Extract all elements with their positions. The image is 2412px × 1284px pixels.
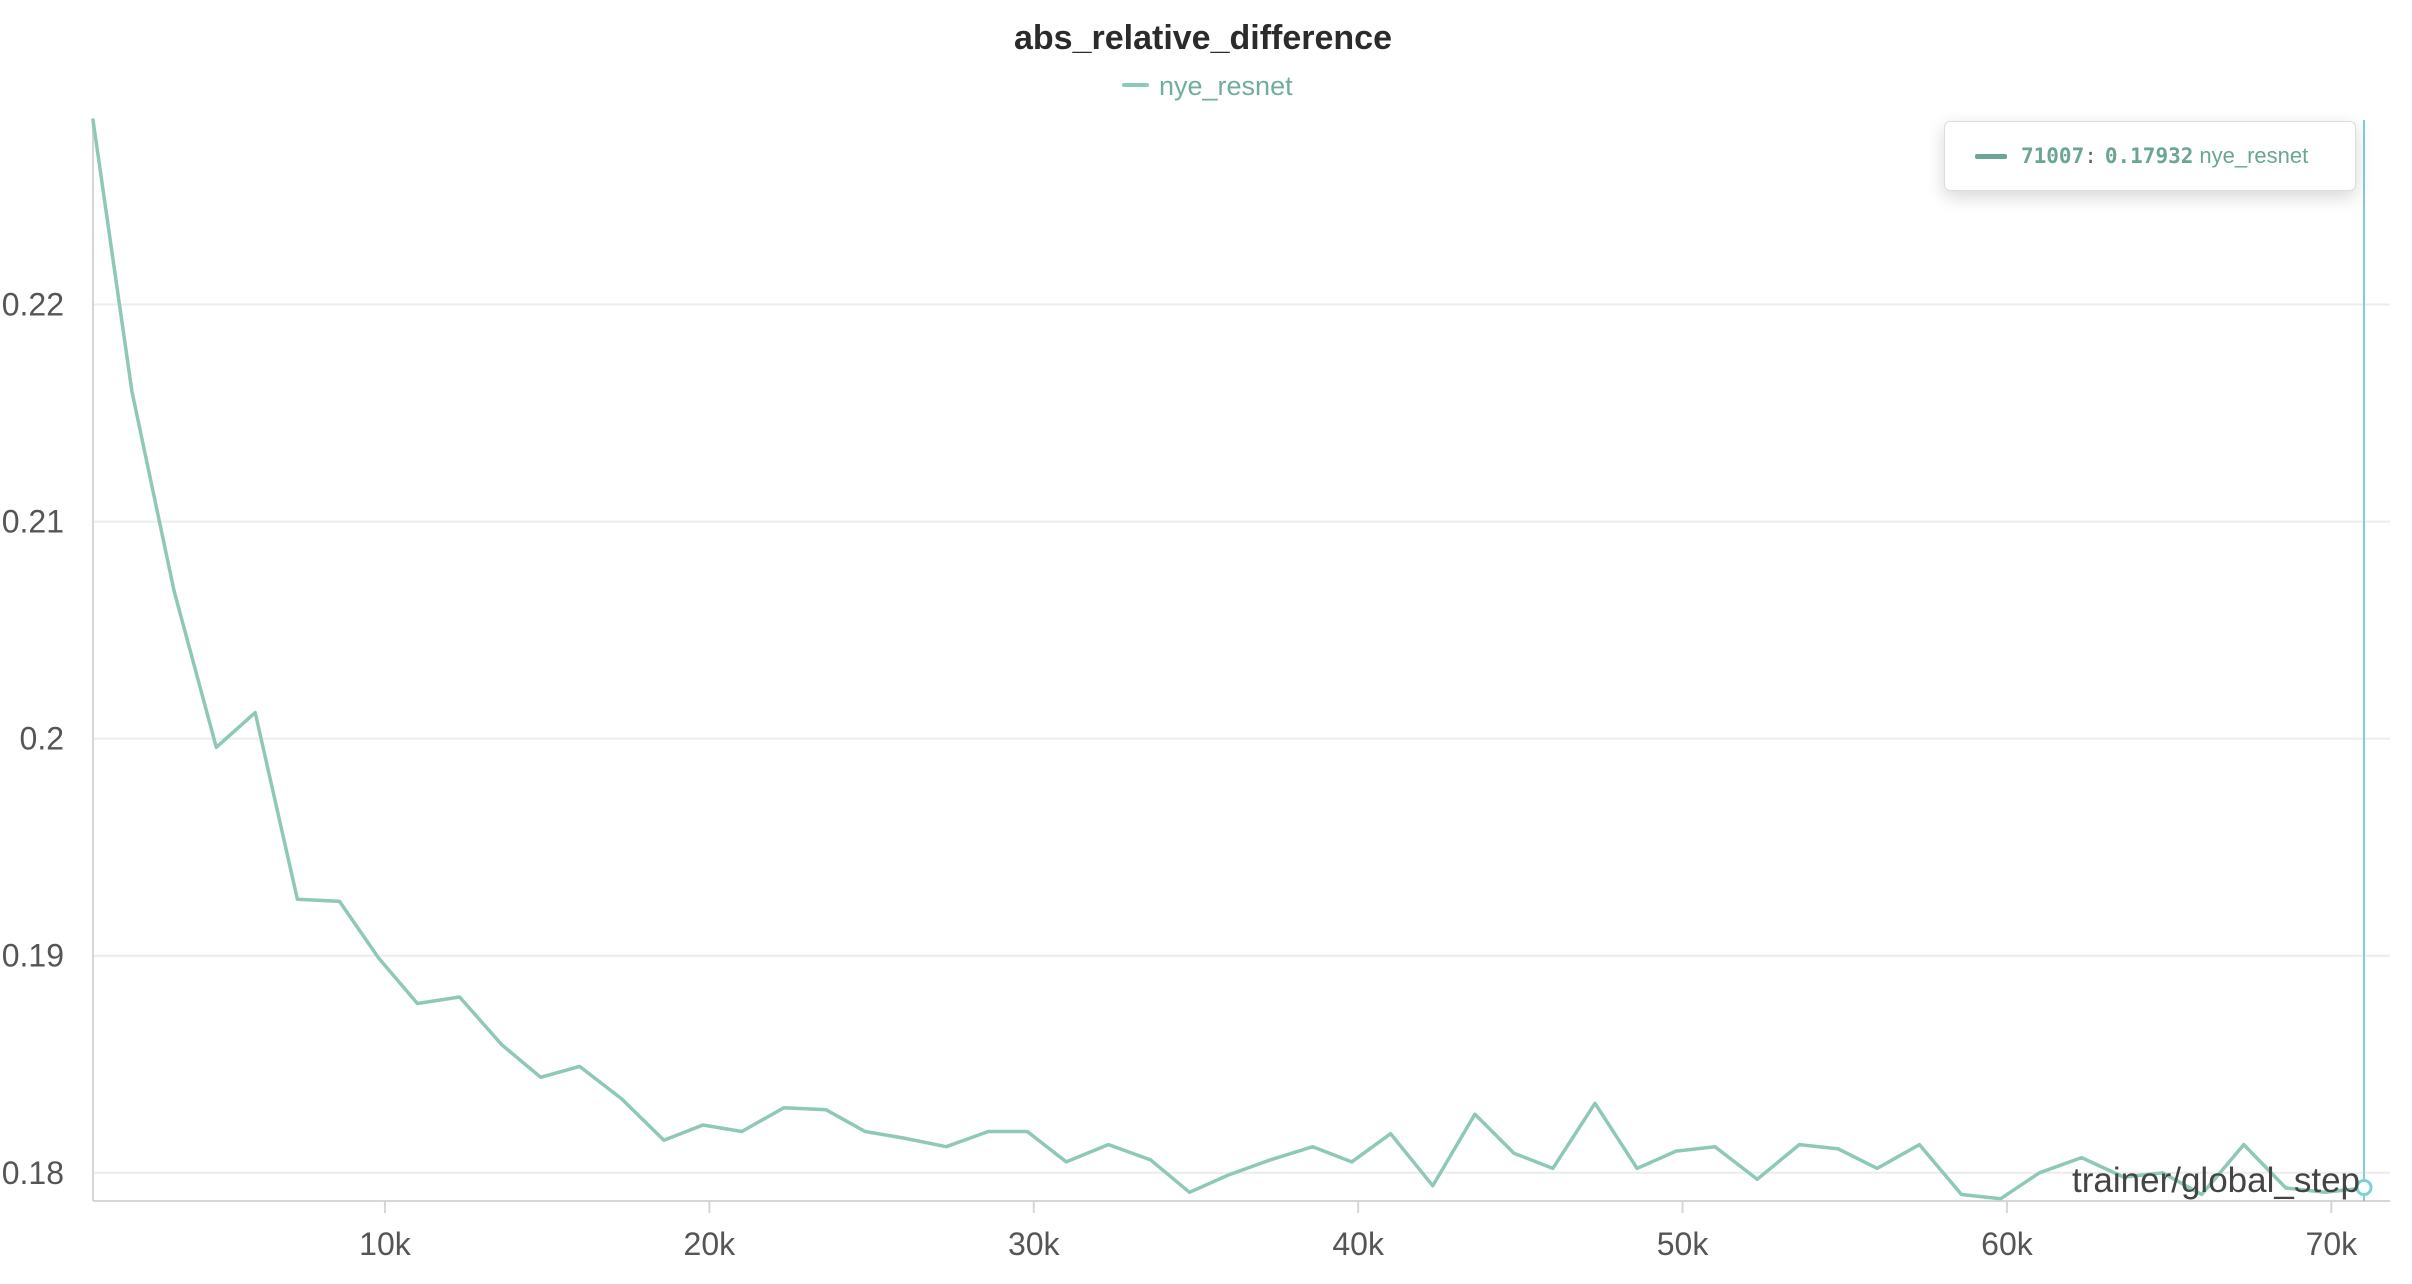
- x-tick-label: 10k: [359, 1226, 412, 1262]
- y-tick-label: 0.18: [2, 1155, 64, 1191]
- x-tick-label: 40k: [1332, 1226, 1385, 1262]
- x-tick-label: 20k: [684, 1226, 737, 1262]
- tooltip-swatch: [1975, 153, 2007, 159]
- y-tick-label: 0.19: [2, 938, 64, 974]
- hover-cursor: [2355, 120, 2373, 1201]
- x-tick-label: 60k: [1981, 1226, 2034, 1262]
- tooltip-value: 0.17932: [2104, 144, 2194, 168]
- cursor-point: [2355, 1179, 2373, 1197]
- legend-label-nye-resnet[interactable]: nye_resnet: [1159, 71, 1293, 101]
- tooltip-series-name: nye_resnet: [2199, 143, 2309, 168]
- tooltip-separator: :: [2084, 144, 2097, 168]
- x-tick-label: 30k: [1008, 1226, 1061, 1262]
- chart-title: abs_relative_difference: [1014, 19, 1392, 57]
- y-tick-label: 0.2: [20, 721, 64, 757]
- y-tick-label: 0.21: [2, 504, 64, 540]
- x-axis: 10k 20k 30k 40k 50k 60k 70k: [93, 1200, 2390, 1262]
- series-layer: [91, 118, 2366, 1201]
- y-axis: 0.18 0.19 0.2 0.21 0.22: [2, 120, 94, 1201]
- tooltip-step: 71007: [2021, 144, 2085, 168]
- series-line-nye-resnet[interactable]: [91, 118, 2366, 1201]
- x-tick-label: 70k: [2306, 1226, 2359, 1262]
- legend[interactable]: nye_resnet: [1122, 71, 1293, 101]
- y-tick-label: 0.22: [2, 287, 64, 323]
- x-tick-label: 50k: [1657, 1226, 1710, 1262]
- grid: [93, 303, 2390, 1174]
- hover-tooltip: 71007:0.17932 nye_resnet: [1944, 121, 2356, 191]
- x-axis-label: trainer/global_step: [2072, 1161, 2360, 1200]
